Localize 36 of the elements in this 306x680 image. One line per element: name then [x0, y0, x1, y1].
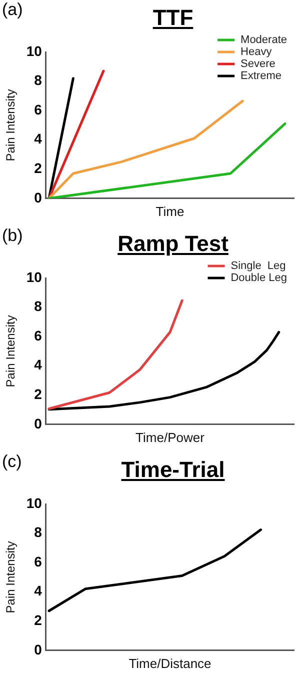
- x-axis-title: Time: [156, 204, 184, 219]
- y-tick-label: 6: [34, 101, 42, 118]
- x-axis-title: Time/Distance: [128, 656, 212, 671]
- y-tick-label: 6: [34, 327, 42, 344]
- x-axis-title: Time/Power: [136, 430, 206, 445]
- y-tick-label: 4: [34, 582, 42, 599]
- chart-title: Ramp Test: [118, 231, 228, 256]
- y-tick-label: 6: [34, 553, 42, 570]
- y-tick-label: 2: [34, 160, 42, 176]
- y-tick-label: 0: [34, 415, 42, 432]
- y-tick-label: 2: [34, 386, 42, 402]
- y-tick-label: 8: [34, 524, 42, 540]
- y-tick-label: 8: [34, 72, 42, 88]
- chart-title: TTF: [152, 5, 194, 30]
- legend-label: Single Leg: [230, 260, 286, 272]
- legend-label: Moderate: [240, 34, 288, 46]
- y-tick-label: 8: [34, 298, 42, 314]
- y-tick-label: 4: [34, 130, 42, 147]
- text: (a): [2, 0, 23, 20]
- y-tick-label: 0: [34, 641, 42, 658]
- y-tick-label: 10: [26, 494, 42, 511]
- y-axis-title: Pain Intensity: [4, 315, 18, 388]
- legend-label: Severe: [240, 58, 276, 70]
- y-tick-label: 0: [34, 189, 42, 206]
- legend-label: Extreme: [240, 70, 282, 82]
- y-axis-title: Pain Intensity: [4, 89, 18, 162]
- text: (b): [2, 226, 23, 246]
- legend-label: Double Leg: [230, 272, 288, 284]
- y-axis-title: Pain Intensity: [4, 541, 18, 614]
- text: (c): [2, 452, 22, 472]
- chart-title: Time-Trial: [121, 457, 225, 482]
- y-tick-label: 4: [34, 356, 42, 373]
- y-tick-label: 10: [26, 42, 42, 59]
- y-tick-label: 2: [34, 612, 42, 628]
- legend-label: Heavy: [240, 46, 272, 58]
- y-tick-label: 10: [26, 268, 42, 285]
